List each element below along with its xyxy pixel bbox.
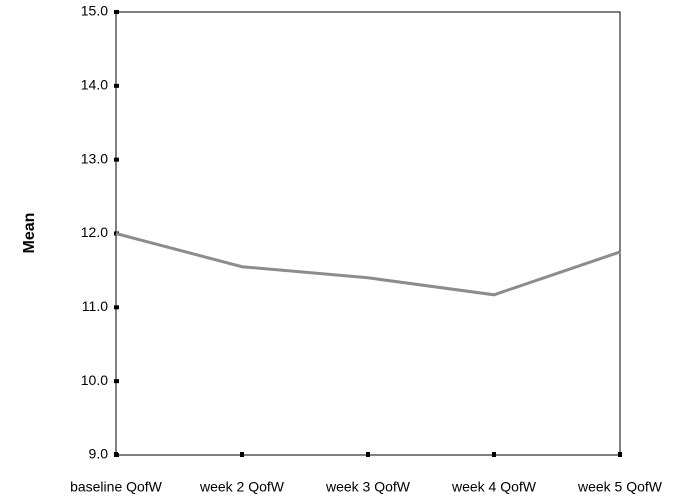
x-tick-label: week 3 QofW xyxy=(325,479,411,495)
y-axis-label: Mean xyxy=(21,213,38,254)
x-tick-label: week 4 QofW xyxy=(451,479,537,495)
plot-frame xyxy=(115,11,621,456)
data-line xyxy=(115,232,621,297)
x-tick-label: week 2 QofW xyxy=(199,479,285,495)
y-tick-label: 15.0 xyxy=(81,3,108,19)
y-tick-label: 14.0 xyxy=(81,77,108,93)
y-tick-label: 13.0 xyxy=(81,150,108,166)
x-tick-label: baseline QofW xyxy=(70,479,163,495)
y-tick-label: 12.0 xyxy=(81,224,108,240)
y-tick-label: 9.0 xyxy=(89,446,109,462)
x-tick-label: week 5 QofW xyxy=(577,479,663,495)
y-tick-label: 10.0 xyxy=(81,372,108,388)
y-tick-label: 11.0 xyxy=(82,298,108,314)
